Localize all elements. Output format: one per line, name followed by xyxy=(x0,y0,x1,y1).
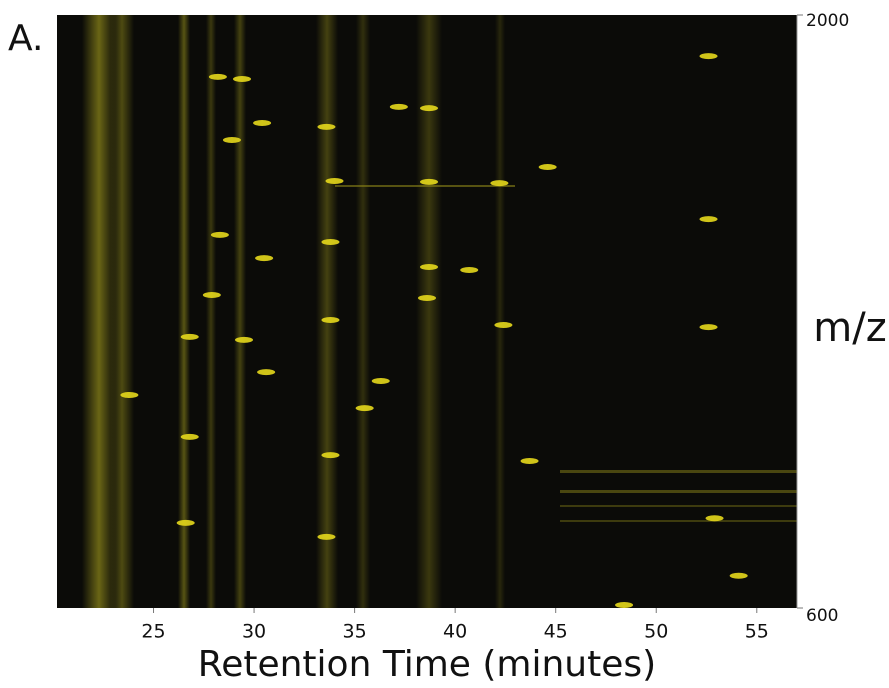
spot xyxy=(700,324,718,330)
spot xyxy=(317,124,335,130)
spot xyxy=(420,179,438,185)
x-tick-label: 55 xyxy=(745,621,769,643)
y-tick-label: 2000 xyxy=(806,11,849,31)
spot xyxy=(317,534,335,540)
x-tick-label: 35 xyxy=(343,621,367,643)
spot xyxy=(257,369,275,375)
y-tick-label: 600 xyxy=(806,606,838,626)
spot xyxy=(233,76,251,82)
spot xyxy=(181,434,199,440)
spot xyxy=(700,216,718,222)
x-tick-label: 30 xyxy=(242,621,266,643)
spot xyxy=(372,378,390,384)
spot xyxy=(494,322,512,328)
spot xyxy=(539,164,557,170)
x-tick-label: 50 xyxy=(644,621,668,643)
spot xyxy=(321,317,339,323)
x-axis-label: Retention Time (minutes) xyxy=(198,644,656,685)
spot xyxy=(706,515,724,521)
spot xyxy=(615,602,633,608)
spot xyxy=(203,292,221,298)
spot xyxy=(253,120,271,126)
x-tick-label: 40 xyxy=(443,621,467,643)
spot xyxy=(326,178,344,184)
chart: A. Retention Time (minutes) m/z 25 30 35 40… xyxy=(0,0,889,688)
panel-label: A. xyxy=(8,18,43,59)
spot xyxy=(120,392,138,398)
spot xyxy=(420,264,438,270)
spot xyxy=(730,573,748,579)
spot xyxy=(177,520,195,526)
spot xyxy=(209,74,227,80)
spot xyxy=(418,295,436,301)
x-tick-label: 45 xyxy=(544,621,568,643)
spot xyxy=(460,267,478,273)
spot xyxy=(356,405,374,411)
spot xyxy=(211,232,229,238)
spot xyxy=(235,337,253,343)
spot xyxy=(255,255,273,261)
spot xyxy=(321,239,339,245)
spot xyxy=(223,137,241,143)
spot xyxy=(321,452,339,458)
spot xyxy=(521,458,539,464)
spot xyxy=(420,105,438,111)
spot xyxy=(390,104,408,110)
spot xyxy=(181,334,199,340)
x-tick-label: 25 xyxy=(141,621,165,643)
spot xyxy=(700,53,718,59)
spot xyxy=(490,180,508,186)
y-axis-label: m/z xyxy=(813,305,886,351)
